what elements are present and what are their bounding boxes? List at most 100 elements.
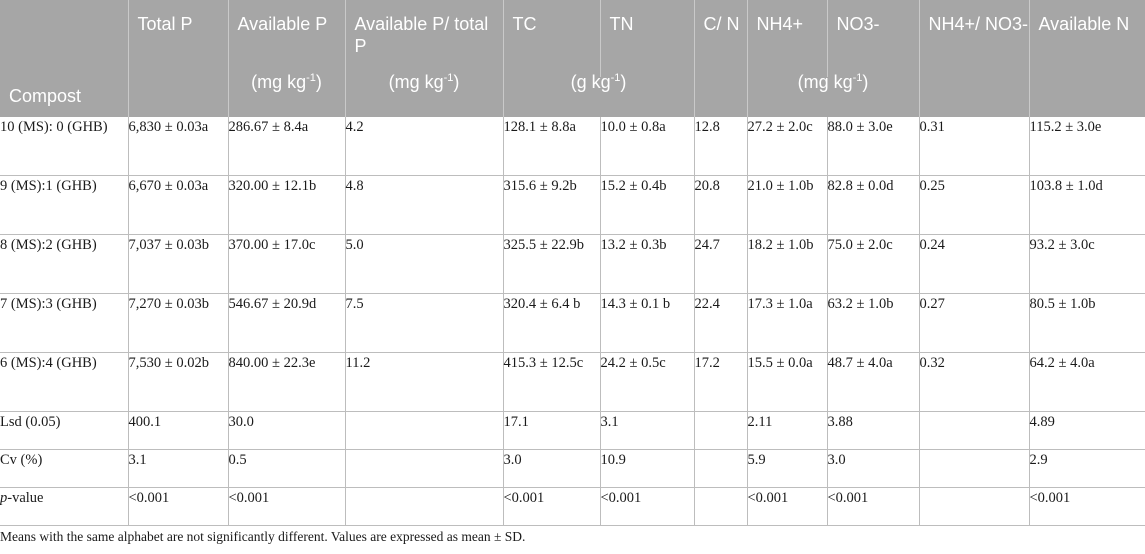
cell-total-p: 6,830 ± 0.03a xyxy=(128,116,229,176)
cell-total-p: 7,270 ± 0.03b xyxy=(128,293,229,353)
cell-cn: 12.8 xyxy=(694,116,748,176)
cell-available-p: 370.00 ± 17.0c xyxy=(228,234,346,294)
cell-compost: Cv (%) xyxy=(0,449,129,488)
cell-no3: 82.8 ± 0.0d xyxy=(827,175,920,235)
cell-compost: 6 (MS):4 (GHB) xyxy=(0,352,129,412)
table-row: 9 (MS):1 (GHB) 6,670 ± 0.03a 320.00 ± 12.1… xyxy=(0,175,1145,235)
cell-available-p: 30.0 xyxy=(228,411,346,450)
cell-tn: 10.9 xyxy=(600,449,695,488)
header-unit-nh4-no3: (mg kg-1) xyxy=(747,72,920,117)
header-available-n: Available N xyxy=(1029,0,1145,76)
cell-available-n: <0.001 xyxy=(1029,487,1145,526)
unit-label: (mg kg-1) xyxy=(797,71,869,92)
table-row: 6 (MS):4 (GHB) 7,530 ± 0.02b 840.00 ± 22.3… xyxy=(0,352,1145,412)
header-unit-available-p-ratio: (mg kg-1) xyxy=(345,72,504,117)
cell-total-p: 6,670 ± 0.03a xyxy=(128,175,229,235)
cell-nh4: 17.3 ± 1.0a xyxy=(747,293,828,353)
cell-available-p: 840.00 ± 22.3e xyxy=(228,352,346,412)
cell-nh4: <0.001 xyxy=(747,487,828,526)
cell-cn: 22.4 xyxy=(694,293,748,353)
cell-cn xyxy=(694,487,748,526)
cell-available-p-ratio: 4.2 xyxy=(345,116,504,176)
cell-available-p-ratio: 4.8 xyxy=(345,175,504,235)
cell-total-p: <0.001 xyxy=(128,487,229,526)
table-row: Lsd (0.05) 400.1 30.0 17.1 3.1 2.11 3.88 4.89 xyxy=(0,411,1145,450)
cell-available-n: 115.2 ± 3.0e xyxy=(1029,116,1145,176)
table-footnote: Means with the same alphabet are not sig… xyxy=(0,529,526,544)
cell-tn: 15.2 ± 0.4b xyxy=(600,175,695,235)
cell-compost: Lsd (0.05) xyxy=(0,411,129,450)
cell-available-p-ratio: 5.0 xyxy=(345,234,504,294)
cell-tc: 325.5 ± 22.9b xyxy=(503,234,601,294)
cell-nh4: 27.2 ± 2.0c xyxy=(747,116,828,176)
cell-compost: 8 (MS):2 (GHB) xyxy=(0,234,129,294)
cell-tn: 14.3 ± 0.1 b xyxy=(600,293,695,353)
cell-tc: <0.001 xyxy=(503,487,601,526)
cell-tc: 128.1 ± 8.8a xyxy=(503,116,601,176)
cell-available-p-ratio: 11.2 xyxy=(345,352,504,412)
cell-available-n: 80.5 ± 1.0b xyxy=(1029,293,1145,353)
cell-nh4-no3-ratio xyxy=(919,449,1030,488)
header-unit-available-n-empty xyxy=(1029,75,1145,117)
cell-nh4-no3-ratio xyxy=(919,411,1030,450)
header-unit-tc-tn: (g kg-1) xyxy=(503,72,695,117)
header-cn: C/ N xyxy=(694,0,748,76)
cell-nh4: 5.9 xyxy=(747,449,828,488)
cell-no3: 88.0 ± 3.0e xyxy=(827,116,920,176)
header-available-p-ratio: Available P/ total P xyxy=(345,0,504,76)
cell-cn xyxy=(694,449,748,488)
cell-no3: 3.88 xyxy=(827,411,920,450)
cell-available-p: 320.00 ± 12.1b xyxy=(228,175,346,235)
unit-label: (g kg-1) xyxy=(570,71,627,92)
header-unit-ratio-empty xyxy=(919,75,1030,117)
cell-nh4: 2.11 xyxy=(747,411,828,450)
cell-tc: 320.4 ± 6.4 b xyxy=(503,293,601,353)
header-compost: Compost xyxy=(0,0,129,117)
cell-nh4-no3-ratio: 0.24 xyxy=(919,234,1030,294)
cell-nh4-no3-ratio: 0.31 xyxy=(919,116,1030,176)
cell-available-n: 64.2 ± 4.0a xyxy=(1029,352,1145,412)
cell-no3: 63.2 ± 1.0b xyxy=(827,293,920,353)
header-total-p: Total P xyxy=(128,0,229,76)
cell-available-p: 546.67 ± 20.9d xyxy=(228,293,346,353)
header-tc: TC xyxy=(503,0,601,76)
cell-cn xyxy=(694,411,748,450)
cell-nh4: 15.5 ± 0.0a xyxy=(747,352,828,412)
cell-nh4: 18.2 ± 1.0b xyxy=(747,234,828,294)
cell-nh4: 21.0 ± 1.0b xyxy=(747,175,828,235)
cell-nh4-no3-ratio: 0.27 xyxy=(919,293,1030,353)
cell-available-p-ratio xyxy=(345,449,504,488)
cell-compost: 9 (MS):1 (GHB) xyxy=(0,175,129,235)
cell-cn: 20.8 xyxy=(694,175,748,235)
cell-available-n: 4.89 xyxy=(1029,411,1145,450)
cell-tn: 13.2 ± 0.3b xyxy=(600,234,695,294)
cell-tc: 315.6 ± 9.2b xyxy=(503,175,601,235)
table-row: 10 (MS): 0 (GHB) 6,830 ± 0.03a 286.67 ± 8.… xyxy=(0,116,1145,176)
cell-available-p-ratio xyxy=(345,487,504,526)
cell-total-p: 400.1 xyxy=(128,411,229,450)
p-italic: p xyxy=(0,490,8,506)
table-row: 8 (MS):2 (GHB) 7,037 ± 0.03b 370.00 ± 17.0… xyxy=(0,234,1145,294)
unit-label: (mg kg-1) xyxy=(251,71,322,92)
table-row: 7 (MS):3 (GHB) 7,270 ± 0.03b 546.67 ± 20.9… xyxy=(0,293,1145,353)
cell-nh4-no3-ratio xyxy=(919,487,1030,526)
cell-nh4-no3-ratio: 0.32 xyxy=(919,352,1030,412)
header-nh4: NH4+ xyxy=(747,0,828,76)
cell-available-n: 93.2 ± 3.0c xyxy=(1029,234,1145,294)
compost-data-table: Compost Total P Available P Available P/… xyxy=(0,0,1145,526)
header-tn: TN xyxy=(600,0,695,76)
cell-cn: 17.2 xyxy=(694,352,748,412)
header-unit-empty xyxy=(128,75,229,117)
cell-total-p: 3.1 xyxy=(128,449,229,488)
header-nh4-no3-ratio: NH4+/ NO3- xyxy=(919,0,1030,76)
cell-available-n: 103.8 ± 1.0d xyxy=(1029,175,1145,235)
cell-cn: 24.7 xyxy=(694,234,748,294)
table-row: p-value <0.001 <0.001 <0.001 <0.001 <0.001 <0.… xyxy=(0,487,1145,526)
cell-compost: p-value xyxy=(0,487,129,526)
cell-tn: 10.0 ± 0.8a xyxy=(600,116,695,176)
cell-nh4-no3-ratio: 0.25 xyxy=(919,175,1030,235)
cell-available-p: 286.67 ± 8.4a xyxy=(228,116,346,176)
header-no3: NO3- xyxy=(827,0,920,76)
cell-no3: 75.0 ± 2.0c xyxy=(827,234,920,294)
cell-total-p: 7,037 ± 0.03b xyxy=(128,234,229,294)
